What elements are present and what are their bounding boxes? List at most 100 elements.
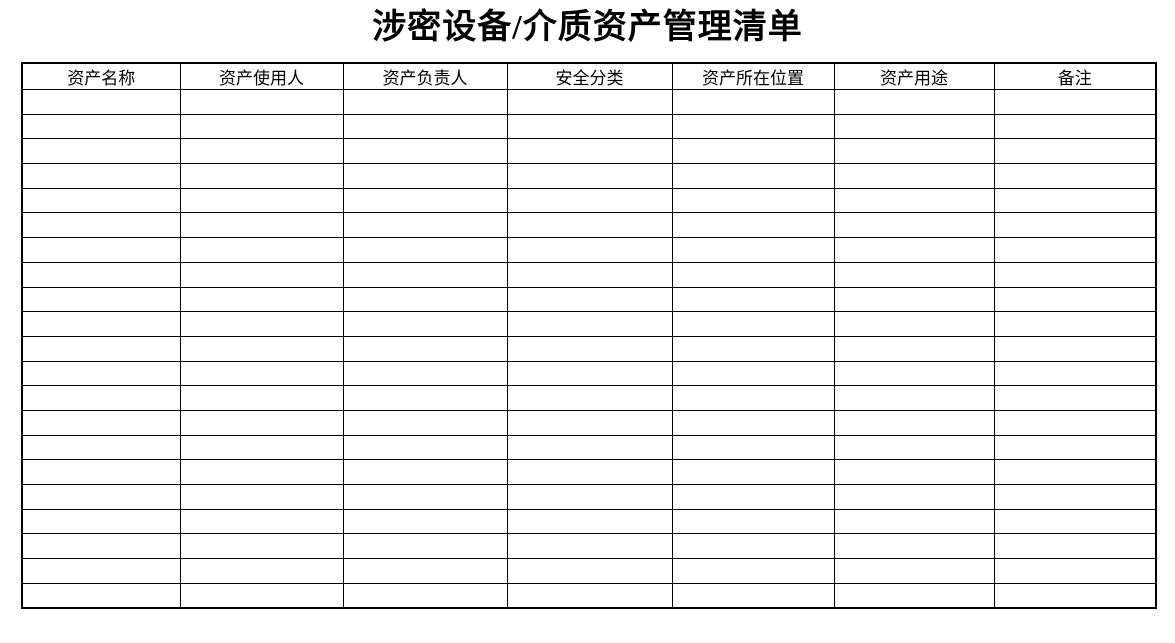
table-cell-empty [21,261,181,288]
table-cell-empty [506,360,673,387]
table-cell-empty [179,459,344,485]
table-cell-empty [342,533,508,560]
table-row [21,484,1157,510]
table-cell-empty [179,113,344,140]
table-cell-empty [179,187,344,214]
column-header-asset-owner: 资产负责人 [342,62,508,90]
header-row: 资产名称 资产使用人 资产负责人 安全分类 资产所在位置 资产用途 备注 [21,62,1157,90]
table-cell-empty [342,434,508,461]
table-cell-empty [21,582,181,609]
table-cell-empty [671,508,835,535]
table-cell-empty [179,163,344,189]
table-cell-empty [506,212,673,239]
table-cell-empty [179,533,344,560]
table-cell-empty [342,187,508,214]
table-cell-empty [506,89,673,115]
table-cell-empty [993,533,1157,560]
table-cell-empty [342,311,508,337]
table-cell-empty [833,360,995,387]
table-cell-empty [342,508,508,535]
table-cell-empty [671,237,835,263]
table-cell-empty [179,311,344,337]
table-cell-empty [21,360,181,387]
table-cell-empty [342,286,508,313]
table-cell-empty [506,508,673,535]
table-cell-empty [833,311,995,337]
table-row [21,409,1157,436]
table-cell-empty [506,138,673,165]
table-cell-empty [833,533,995,560]
table-row [21,286,1157,313]
table-cell-empty [671,385,835,411]
table-cell-empty [671,459,835,485]
table-cell-empty [506,237,673,263]
table-row [21,508,1157,535]
column-header-asset-purpose: 资产用途 [833,62,995,90]
table-cell-empty [993,89,1157,115]
table-cell-empty [342,212,508,239]
table-cell-empty [21,335,181,362]
table-cell-empty [506,335,673,362]
table-cell-empty [833,187,995,214]
table-cell-empty [179,360,344,387]
table-cell-empty [179,138,344,165]
table-cell-empty [833,286,995,313]
table-cell-empty [671,409,835,436]
table-cell-empty [342,237,508,263]
table-cell-empty [833,89,995,115]
table-cell-empty [671,533,835,560]
table-cell-empty [993,286,1157,313]
table-cell-empty [179,385,344,411]
table-cell-empty [506,286,673,313]
table-cell-empty [506,163,673,189]
table-row [21,311,1157,337]
table-cell-empty [21,286,181,313]
table-cell-empty [21,113,181,140]
table-cell-empty [833,237,995,263]
table-cell-empty [342,113,508,140]
table-row [21,385,1157,411]
asset-table: 资产名称 资产使用人 资产负责人 安全分类 资产所在位置 资产用途 备注 [21,62,1157,609]
table-cell-empty [21,459,181,485]
table-row [21,582,1157,609]
table-cell-empty [21,508,181,535]
table-cell-empty [342,409,508,436]
table-cell-empty [671,163,835,189]
table-cell-empty [671,558,835,584]
table-cell-empty [179,212,344,239]
table-cell-empty [993,237,1157,263]
table-cell-empty [179,434,344,461]
table-cell-empty [342,385,508,411]
table-cell-empty [506,409,673,436]
table-cell-empty [993,187,1157,214]
table-cell-empty [833,434,995,461]
table-cell-empty [833,558,995,584]
table-cell-empty [21,558,181,584]
table-cell-empty [671,434,835,461]
table-cell-empty [179,409,344,436]
table-cell-empty [671,582,835,609]
column-header-asset-user: 资产使用人 [179,62,344,90]
table-cell-empty [833,163,995,189]
table-cell-empty [21,237,181,263]
table-cell-empty [506,261,673,288]
table-cell-empty [833,138,995,165]
table-cell-empty [21,434,181,461]
table-cell-empty [179,286,344,313]
table-cell-empty [993,212,1157,239]
table-cell-empty [342,138,508,165]
table-cell-empty [671,335,835,362]
table-cell-empty [342,459,508,485]
table-cell-empty [993,558,1157,584]
table-cell-empty [506,558,673,584]
table-cell-empty [993,163,1157,189]
table-cell-empty [671,113,835,140]
table-cell-empty [179,335,344,362]
table-cell-empty [506,385,673,411]
table-row [21,113,1157,140]
table-cell-empty [833,385,995,411]
table-cell-empty [179,237,344,263]
table-cell-empty [671,484,835,510]
table-row [21,237,1157,263]
table-cell-empty [21,311,181,337]
